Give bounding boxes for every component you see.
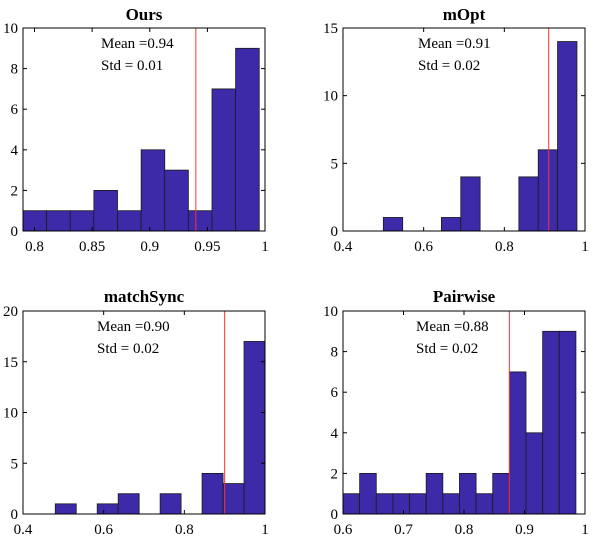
histogram-bar bbox=[525, 432, 544, 515]
histogram-bar bbox=[542, 330, 560, 515]
y-tick-label: 0 bbox=[11, 224, 19, 240]
x-tick-label: 0.7 bbox=[394, 522, 413, 538]
x-tick-label: 0.8 bbox=[455, 522, 474, 538]
y-tick-label: 10 bbox=[3, 21, 18, 37]
histogram-bar bbox=[117, 210, 142, 232]
histogram-bar bbox=[117, 493, 140, 515]
x-tick-label: 0.6 bbox=[94, 522, 113, 538]
panel-title: mOpt bbox=[443, 5, 486, 24]
std-annotation: Std = 0.01 bbox=[101, 58, 163, 74]
histogram-bar bbox=[392, 493, 410, 515]
plot-area-frame bbox=[22, 27, 266, 232]
x-tick-label: 0.4 bbox=[334, 239, 353, 255]
histogram-bar bbox=[211, 88, 237, 232]
y-tick-label: 0 bbox=[331, 507, 339, 523]
plot-area-frame bbox=[342, 27, 586, 232]
mean-annotation: Mean =0.91 bbox=[418, 36, 491, 52]
y-tick-label: 6 bbox=[11, 102, 19, 118]
y-tick-label: 5 bbox=[331, 156, 339, 172]
x-tick-label: 0.6 bbox=[414, 239, 433, 255]
histogram-bar bbox=[359, 472, 377, 515]
y-tick-label: 10 bbox=[323, 304, 338, 320]
histogram-bar bbox=[201, 472, 224, 515]
y-tick-label: 8 bbox=[331, 345, 339, 361]
histogram-bar bbox=[508, 371, 527, 515]
histogram-bar bbox=[342, 493, 361, 515]
mean-annotation: Mean =0.94 bbox=[101, 36, 174, 52]
histogram-bar bbox=[492, 472, 510, 515]
panel-title: Pairwise bbox=[433, 287, 496, 306]
x-tick-label: 0.4 bbox=[14, 522, 33, 538]
histogram-bar bbox=[164, 169, 189, 232]
x-tick-label: 0.8 bbox=[175, 522, 194, 538]
histogram-bar bbox=[441, 217, 462, 232]
panel-title: matchSync bbox=[104, 287, 185, 306]
std-annotation: Std = 0.02 bbox=[97, 341, 159, 357]
histogram-bar bbox=[425, 472, 444, 515]
y-tick-label: 15 bbox=[3, 355, 18, 371]
y-tick-label: 15 bbox=[323, 21, 338, 37]
std-annotation: Std = 0.02 bbox=[416, 341, 478, 357]
x-tick-label: 0.9 bbox=[140, 239, 159, 255]
y-tick-label: 20 bbox=[3, 304, 18, 320]
x-tick-label: 0.85 bbox=[79, 239, 105, 255]
y-tick-label: 8 bbox=[11, 62, 19, 78]
histogram-bar bbox=[93, 189, 118, 232]
histogram-bar bbox=[557, 41, 578, 232]
x-tick-label: 0.8 bbox=[495, 239, 514, 255]
y-tick-label: 2 bbox=[11, 183, 19, 199]
histogram-bar bbox=[518, 176, 539, 232]
x-tick-label: 1 bbox=[581, 239, 589, 255]
x-tick-label: 0.6 bbox=[334, 522, 353, 538]
histogram-bar bbox=[382, 217, 404, 232]
histogram-bar bbox=[460, 176, 481, 232]
histogram-bar bbox=[222, 483, 245, 515]
histogram-bar bbox=[235, 47, 260, 232]
histogram-bar bbox=[409, 493, 427, 515]
histogram-bar bbox=[96, 503, 119, 515]
x-tick-label: 1 bbox=[261, 239, 269, 255]
histogram-bar bbox=[243, 341, 266, 515]
y-tick-label: 0 bbox=[11, 507, 19, 523]
x-tick-label: 0.95 bbox=[194, 239, 220, 255]
histogram-bar bbox=[159, 493, 182, 515]
x-tick-label: 1 bbox=[581, 522, 589, 538]
y-tick-label: 4 bbox=[331, 426, 339, 442]
mean-annotation: Mean =0.90 bbox=[97, 319, 170, 335]
histogram-bar bbox=[54, 503, 77, 515]
y-tick-label: 5 bbox=[11, 456, 19, 472]
y-tick-label: 10 bbox=[3, 406, 18, 422]
histogram-bar bbox=[442, 493, 460, 515]
y-tick-label: 2 bbox=[331, 466, 339, 482]
y-tick-label: 6 bbox=[331, 385, 339, 401]
histogram-bar bbox=[459, 472, 477, 515]
panel-title: Ours bbox=[126, 5, 163, 24]
std-annotation: Std = 0.02 bbox=[418, 58, 480, 74]
histogram-bar bbox=[69, 210, 95, 232]
y-tick-label: 10 bbox=[323, 89, 338, 105]
y-tick-label: 0 bbox=[331, 224, 339, 240]
histogram-bar bbox=[187, 210, 213, 232]
histogram-bar bbox=[558, 330, 577, 515]
histogram-bar bbox=[46, 210, 71, 232]
x-tick-label: 0.8 bbox=[25, 239, 44, 255]
x-tick-label: 1 bbox=[261, 522, 269, 538]
x-tick-label: 0.9 bbox=[515, 522, 534, 538]
y-tick-label: 4 bbox=[11, 143, 19, 159]
histogram-bar bbox=[475, 493, 494, 515]
histogram-bar bbox=[537, 149, 558, 232]
histogram-bar bbox=[140, 149, 166, 232]
histogram-bar bbox=[375, 493, 394, 515]
mean-annotation: Mean =0.88 bbox=[416, 319, 489, 335]
